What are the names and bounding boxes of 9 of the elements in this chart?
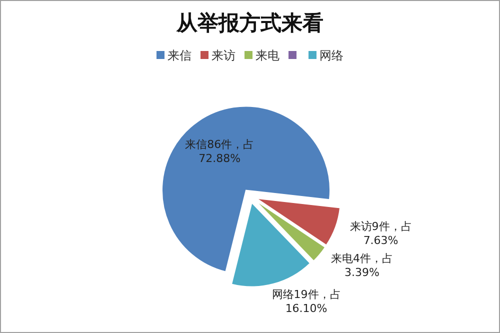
data-label: 来访9件，占7.63%: [348, 220, 413, 248]
legend-label: 来访: [212, 48, 236, 62]
data-label: 网络19件，占16.10%: [270, 288, 342, 316]
legend-label: 来电: [256, 48, 280, 62]
chart-title: 从举报方式来看: [176, 10, 324, 35]
data-label: 来电4件，占3.39%: [330, 252, 394, 280]
legend-label: 网络: [320, 48, 344, 62]
data-label: 来信86件，占72.88%: [184, 138, 256, 166]
legend-label: 来信: [168, 48, 192, 62]
